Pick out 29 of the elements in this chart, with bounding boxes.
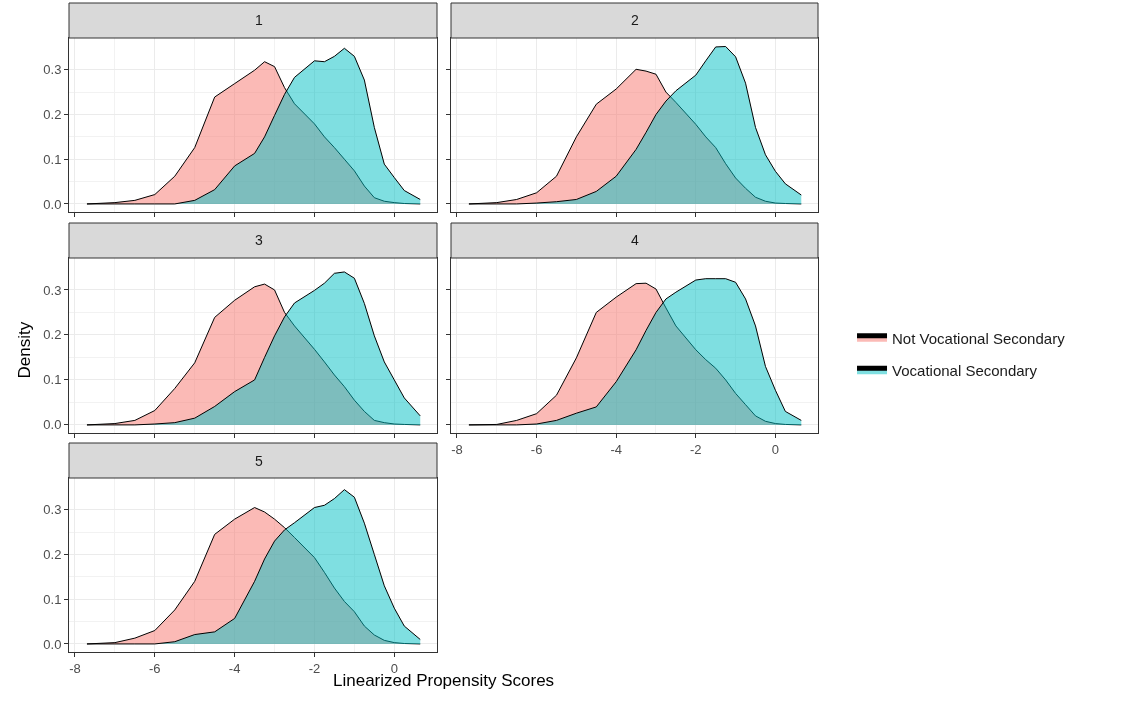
y-tick-label: 0.1 [43, 591, 62, 607]
chart-title: 4 [631, 232, 639, 248]
y-axis-title: Density [14, 321, 34, 379]
y-tick-label: 0.3 [43, 62, 62, 78]
y-tick-label: 0.2 [43, 327, 62, 343]
y-tick-label: 0.3 [43, 502, 62, 518]
y-tick-label: 0.1 [43, 151, 62, 167]
x-tick-label: -2 [690, 441, 702, 457]
legend-label: Vocational Secondary [892, 362, 1038, 380]
legend-label: Not Vocational Secondary [892, 329, 1066, 347]
y-tick-label: 0.1 [43, 372, 62, 388]
y-tick-label: 0.0 [43, 417, 62, 433]
y-tick-label: 0.2 [43, 547, 62, 563]
chart-title: 2 [631, 12, 639, 28]
x-tick-label: -2 [308, 660, 321, 676]
x-tick-label: -6 [149, 660, 161, 676]
chart-title: 1 [255, 12, 263, 28]
x-tick-label: -6 [530, 441, 543, 457]
x-tick-label: -4 [610, 441, 622, 457]
chart-title: 5 [255, 453, 263, 469]
x-tick-label: -4 [228, 660, 241, 676]
y-tick-label: 0.0 [43, 196, 62, 212]
x-tick-label: -8 [451, 441, 463, 457]
chart-title: 3 [255, 232, 263, 248]
x-tick-label: 0 [771, 441, 780, 457]
y-tick-label: 0.0 [43, 636, 62, 652]
y-tick-label: 0.2 [43, 107, 62, 123]
y-tick-label: 0.3 [43, 282, 62, 298]
x-tick-label: -8 [69, 660, 81, 676]
